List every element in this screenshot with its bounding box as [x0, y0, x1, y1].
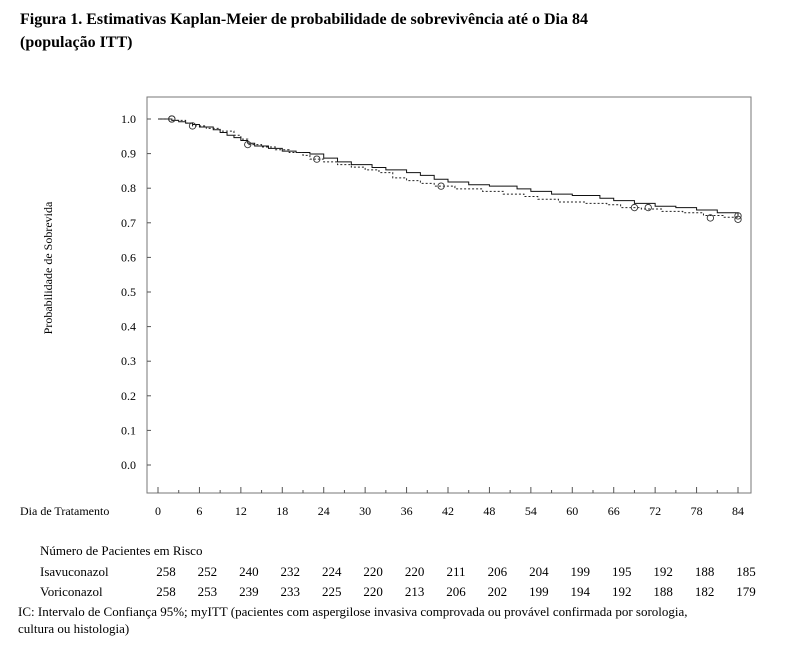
risk-cell: 220: [363, 584, 383, 599]
risk-cell: 204: [529, 564, 549, 579]
risk-cell: 199: [529, 584, 549, 599]
censor-mark: [188, 122, 197, 130]
y-tick-label: 0.7: [121, 216, 136, 230]
kaplan-meier-chart: 0.0 0.1 0.2 0.3 0.4 0.5 0.6 0.7 0.8 0.9 1.0 0 6 12 18…: [20, 96, 752, 518]
x-tick-label: 54: [525, 504, 537, 518]
series-layer: [158, 115, 742, 223]
y-tick-label: 0.2: [121, 389, 136, 403]
censor-mark: [437, 182, 445, 190]
x-axis-label: Dia de Tratamento: [20, 504, 109, 518]
risk-cell: 220: [363, 564, 383, 579]
risk-row-label-isavuconazol: Isavuconazol: [40, 564, 109, 579]
y-tick-label: 0.1: [121, 423, 136, 437]
risk-cell: 252: [197, 564, 218, 579]
risk-cell: 211: [446, 564, 466, 579]
risk-cell: 239: [239, 584, 259, 599]
risk-cell: 240: [239, 564, 259, 579]
risk-cell: 206: [487, 564, 508, 579]
y-axis: 0.0 0.1 0.2 0.3 0.4 0.5 0.6 0.7 0.8 0.9 1.0: [121, 112, 151, 472]
censor-mark: [734, 215, 742, 223]
x-tick-label: 48: [483, 504, 495, 518]
figure-title-line2: (população ITT): [20, 34, 133, 51]
risk-cell: 194: [570, 584, 591, 599]
censor-mark: [630, 203, 639, 212]
risk-cell: 224: [321, 564, 342, 579]
risk-cell: 192: [653, 564, 673, 579]
risk-cell: 213: [404, 584, 425, 599]
x-tick-label: 42: [442, 504, 454, 518]
y-tick-label: 0.9: [121, 147, 136, 161]
x-tick-label: 84: [732, 504, 744, 518]
risk-cell: 233: [280, 584, 301, 599]
x-tick-label: 72: [649, 504, 661, 518]
risk-cell: 199: [570, 564, 591, 579]
risk-cell: 192: [611, 584, 632, 599]
x-tick-label: 30: [359, 504, 371, 518]
footnote-line1: IC: Intervalo de Confiança 95%; myITT (p…: [18, 604, 688, 619]
plot-frame: [146, 96, 752, 494]
x-tick-label: 6: [196, 504, 202, 518]
risk-cell: 202: [487, 584, 508, 599]
x-tick-label: 36: [401, 504, 413, 518]
risk-cell: 185: [736, 564, 756, 579]
x-tick-label: 60: [566, 504, 578, 518]
risk-cell: 253: [197, 584, 218, 599]
risk-cell: 179: [736, 584, 756, 599]
x-tick-label: 78: [691, 504, 703, 518]
censor-mark: [244, 140, 252, 149]
x-tick-label: 66: [608, 504, 620, 518]
series-line-1: [158, 118, 739, 220]
risk-cell: 232: [280, 564, 301, 579]
x-axis: 0 6 12 18 24 30 36 42 48 54 60 66 72 78 84: [155, 487, 744, 518]
censor-mark: [313, 155, 321, 163]
risk-table-heading: Número de Pacientes em Risco: [40, 543, 203, 558]
censor-mark: [644, 203, 652, 212]
x-tick-label: 24: [318, 504, 330, 518]
x-tick-label: 0: [155, 504, 161, 518]
x-tick-label: 12: [235, 504, 247, 518]
series-line-0: [158, 118, 739, 216]
y-tick-label: 0.6: [121, 250, 136, 264]
risk-cell: 206: [446, 584, 466, 599]
risk-cell: 188: [694, 564, 715, 579]
y-tick-label: 0.5: [121, 285, 136, 299]
y-tick-label: 0.3: [121, 354, 136, 368]
risk-cell: 195: [611, 564, 632, 579]
risk-cell: 182: [694, 584, 715, 599]
risk-cell: 258: [156, 584, 176, 599]
y-tick-label: 0.8: [121, 181, 136, 195]
y-axis-label: Probabilidade de Sobrevida: [41, 201, 55, 334]
risk-row-label-voriconazol: Voriconazol: [40, 584, 103, 599]
y-tick-label: 1.0: [121, 112, 136, 126]
figure-title-line1: Figura 1. Estimativas Kaplan-Meier de pr…: [20, 11, 588, 28]
x-tick-label: 18: [276, 504, 288, 518]
figure-title: Figura 1. Estimativas Kaplan-Meier de pr…: [20, 8, 740, 54]
risk-cell: 258: [156, 564, 176, 579]
censor-mark: [706, 214, 715, 222]
risk-cell: 188: [653, 584, 673, 599]
censor-mark: [168, 115, 176, 123]
risk-cell: 225: [321, 584, 342, 599]
footnote: IC: Intervalo de Confiança 95%; myITT (p…: [18, 603, 798, 637]
y-tick-label: 0.4: [121, 320, 136, 334]
y-tick-label: 0.0: [121, 458, 136, 472]
footnote-line2: cultura ou histologia): [18, 621, 130, 636]
risk-cell: 220: [404, 564, 425, 579]
